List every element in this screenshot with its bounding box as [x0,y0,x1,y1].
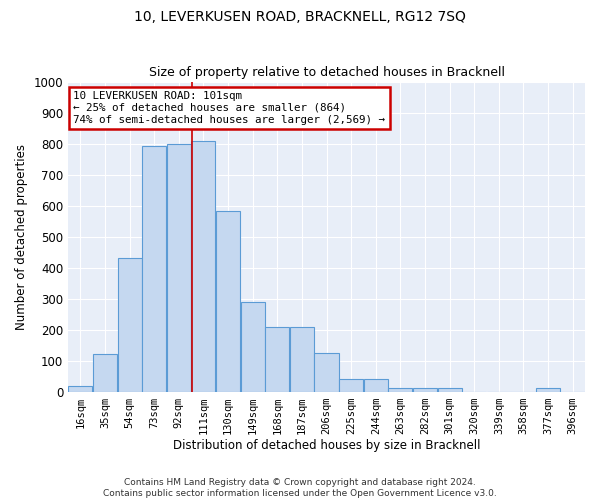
Bar [339,379,363,392]
Bar [68,386,92,392]
Bar [265,326,289,392]
Bar [241,302,265,392]
Bar [413,388,437,392]
Text: 10, LEVERKUSEN ROAD, BRACKNELL, RG12 7SQ: 10, LEVERKUSEN ROAD, BRACKNELL, RG12 7SQ [134,10,466,24]
Bar [437,388,461,392]
Bar [191,141,215,392]
Bar [314,353,338,392]
Bar [216,210,240,392]
Bar [364,379,388,392]
Text: 10 LEVERKUSEN ROAD: 101sqm
← 25% of detached houses are smaller (864)
74% of sem: 10 LEVERKUSEN ROAD: 101sqm ← 25% of deta… [73,92,385,124]
Bar [388,388,412,392]
Bar [536,388,560,392]
Text: Contains HM Land Registry data © Crown copyright and database right 2024.
Contai: Contains HM Land Registry data © Crown c… [103,478,497,498]
X-axis label: Distribution of detached houses by size in Bracknell: Distribution of detached houses by size … [173,440,480,452]
Bar [167,144,191,392]
Y-axis label: Number of detached properties: Number of detached properties [15,144,28,330]
Bar [93,354,117,392]
Bar [118,258,142,392]
Bar [142,146,166,392]
Title: Size of property relative to detached houses in Bracknell: Size of property relative to detached ho… [149,66,505,80]
Bar [290,326,314,392]
